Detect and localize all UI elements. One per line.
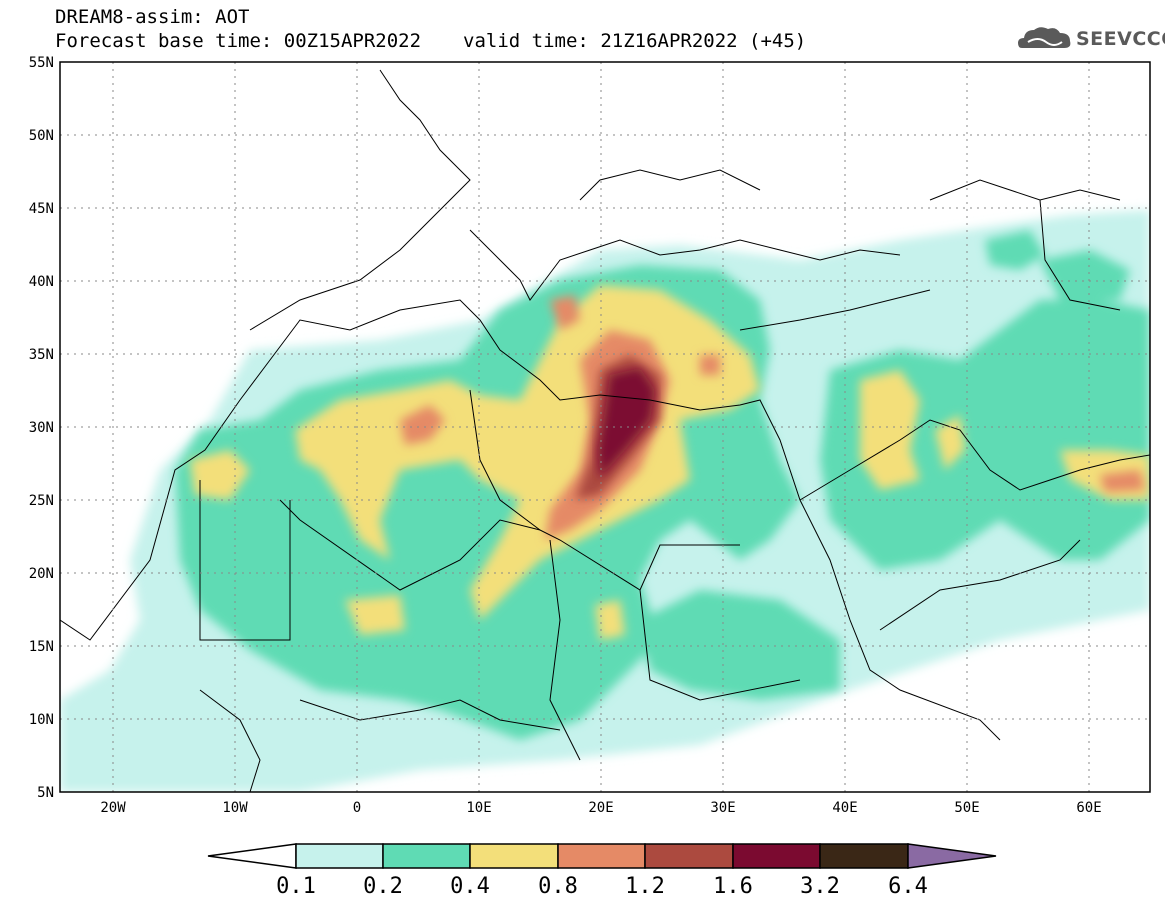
lat-tick-label: 50N [29, 128, 54, 144]
lon-tick-label: 50E [954, 800, 979, 816]
lat-tick-label: 55N [29, 55, 54, 71]
lat-tick-label: 15N [29, 639, 54, 655]
colorbar-segment [295, 843, 384, 869]
colorbar-label: 0.4 [450, 874, 490, 899]
logo-text: SEEVCCC [1076, 28, 1165, 50]
colorbar: 0.1 0.2 0.4 0.8 1.2 1.6 3.2 6.4 [207, 843, 997, 899]
lat-tick-label: 45N [29, 201, 54, 217]
lon-tick-label: 0 [353, 800, 361, 816]
lat-tick-label: 35N [29, 347, 54, 363]
lon-tick-label: 40E [832, 800, 857, 816]
colorbar-label: 0.2 [363, 874, 403, 899]
colorbar-segment [644, 843, 734, 869]
colorbar-segment [557, 843, 646, 869]
lat-tick-label: 25N [29, 493, 54, 509]
colorbar-segment [382, 843, 471, 869]
colorbar-segment [819, 843, 909, 869]
colorbar-segment [469, 843, 559, 869]
lat-tick-label: 5N [37, 785, 54, 801]
lon-tick-label: 10W [222, 800, 248, 816]
colorbar-arrow-high [907, 843, 997, 869]
lat-tick-label: 40N [29, 274, 54, 290]
longitude-labels: 20W 10W 0 10E 20E 30E 40E 50E 60E [100, 800, 1101, 816]
colorbar-segment [732, 843, 821, 869]
map-frame [59, 61, 1151, 793]
colorbar-label: 1.6 [713, 874, 753, 899]
colorbar-label: 0.8 [538, 874, 578, 899]
map-title: DREAM8-assim: AOT [55, 6, 250, 28]
colorbar-label: 0.1 [276, 874, 316, 899]
lon-tick-label: 20E [588, 800, 613, 816]
lat-tick-label: 20N [29, 566, 54, 582]
latitude-labels: 55N 50N 45N 40N 35N 30N 25N 20N 15N 10N … [29, 55, 54, 801]
lat-tick-label: 30N [29, 420, 54, 436]
lon-tick-label: 20W [100, 800, 126, 816]
valid-time: valid time: 21Z16APR2022 (+45) [463, 30, 807, 52]
coastlines [60, 69, 1150, 792]
cloud-icon [1018, 27, 1071, 48]
lat-tick-label: 10N [29, 712, 54, 728]
base-time: Forecast base time: 00Z15APR2022 [55, 30, 422, 52]
forecast-times: Forecast base time: 00Z15APR2022 valid ti… [55, 30, 806, 52]
colorbar-label: 6.4 [888, 874, 928, 899]
colorbar-label: 1.2 [625, 874, 665, 899]
lon-tick-label: 30E [710, 800, 735, 816]
colorbar-label: 3.2 [800, 874, 840, 899]
graticule [60, 62, 1150, 792]
aot-field [60, 62, 1150, 792]
lon-tick-label: 60E [1076, 800, 1101, 816]
seevccc-logo: SEEVCCC [1016, 22, 1165, 56]
lon-tick-label: 10E [466, 800, 491, 816]
colorbar-arrow-low [207, 843, 297, 869]
